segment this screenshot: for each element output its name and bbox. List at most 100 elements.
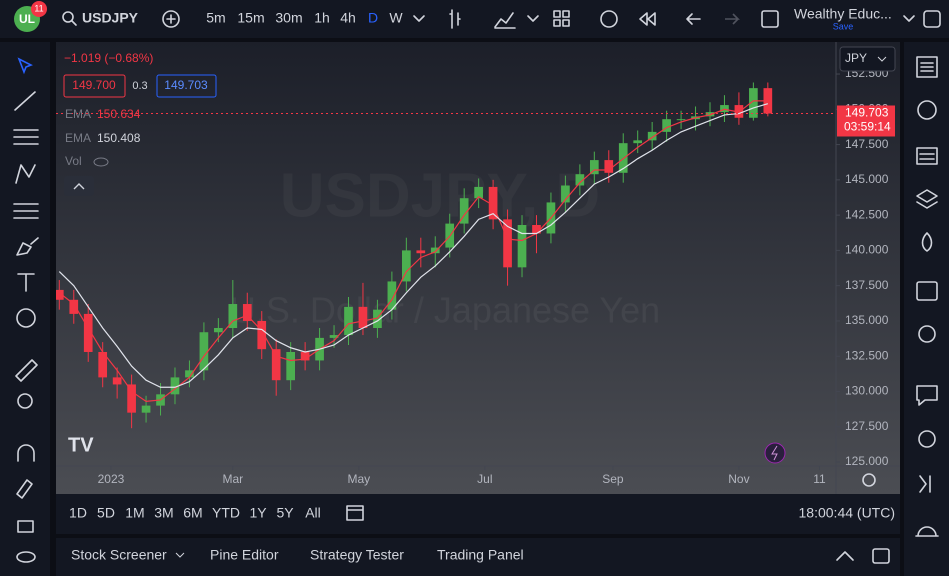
- fullscreen-icon[interactable]: [761, 10, 779, 28]
- y-tick-label: 147.500: [845, 137, 889, 151]
- interval[interactable]: 30m: [275, 10, 302, 26]
- range-button[interactable]: 6M: [183, 505, 202, 521]
- candle-body: [329, 335, 339, 338]
- chat-icon[interactable]: [916, 385, 938, 406]
- undo-icon[interactable]: [686, 13, 701, 25]
- collapse-legend[interactable]: [64, 176, 94, 196]
- range-button[interactable]: 5D: [97, 505, 115, 521]
- add-symbol[interactable]: [162, 10, 180, 28]
- indicator-name[interactable]: EMA: [65, 107, 91, 121]
- account-icon[interactable]: [923, 10, 941, 28]
- candle-body: [488, 186, 498, 220]
- interval-menu[interactable]: [413, 15, 425, 22]
- layers-icon[interactable]: [916, 189, 938, 209]
- lock-tool[interactable]: [17, 520, 34, 533]
- visibility-tool[interactable]: [16, 551, 36, 563]
- symbol[interactable]: USDJPY: [82, 10, 139, 26]
- layout-icon[interactable]: [553, 10, 561, 18]
- calendar-icon[interactable]: [916, 281, 938, 301]
- interval[interactable]: 5m: [206, 10, 225, 26]
- collapse-panel[interactable]: [836, 551, 854, 561]
- candle-body: [112, 377, 122, 385]
- candles-icon[interactable]: [449, 9, 461, 29]
- candle-body: [98, 351, 108, 378]
- currency-button[interactable]: [839, 46, 896, 72]
- hidden-icon[interactable]: [93, 157, 109, 167]
- flash-bolt: [771, 445, 778, 461]
- magnet-tool[interactable]: [17, 444, 35, 462]
- alert-icon[interactable]: [600, 10, 618, 28]
- cursor-tool[interactable]: [17, 57, 33, 75]
- candle-body: [199, 332, 209, 371]
- range-button[interactable]: 3M: [154, 505, 173, 521]
- save-status[interactable]: Save: [833, 21, 854, 31]
- icon-tool[interactable]: [16, 308, 36, 328]
- panel-tab[interactable]: Pine Editor: [210, 547, 279, 563]
- date-range-icon[interactable]: [346, 505, 364, 521]
- replay-icon[interactable]: [639, 12, 656, 26]
- range-button[interactable]: 1D: [69, 505, 87, 521]
- notification-badge: [31, 1, 47, 17]
- maximize-panel[interactable]: [872, 548, 890, 564]
- x-tick-label: May: [347, 472, 370, 486]
- panel-tab[interactable]: Trading Panel: [437, 547, 524, 563]
- range-button[interactable]: YTD: [212, 505, 240, 521]
- candle-body: [373, 309, 382, 329]
- x-tick-label: Jul: [477, 472, 492, 486]
- settings-icon[interactable]: [862, 473, 876, 487]
- candle-body: [69, 299, 79, 314]
- search-icon[interactable]: [62, 11, 74, 23]
- redo-icon[interactable]: [725, 13, 740, 25]
- indicator-name[interactable]: EMA: [65, 131, 91, 145]
- range-button[interactable]: 5Y: [276, 505, 294, 521]
- interval[interactable]: 15m: [237, 10, 264, 26]
- buy-price: 149.703: [164, 78, 208, 92]
- sell-button[interactable]: [63, 74, 126, 98]
- avatar-initials: UL: [19, 12, 35, 26]
- interval[interactable]: 1h: [314, 10, 330, 26]
- hotlist-icon[interactable]: [921, 232, 933, 252]
- pattern-tool[interactable]: [15, 164, 36, 184]
- candle-body: [242, 304, 252, 321]
- alerts-icon[interactable]: [917, 100, 937, 120]
- buy-button[interactable]: [156, 74, 217, 98]
- range-button[interactable]: 1Y: [249, 505, 267, 521]
- panel-tab[interactable]: Stock Screener: [71, 547, 167, 563]
- lock-drawings-tool[interactable]: [16, 479, 33, 499]
- flash-icon[interactable]: [764, 442, 786, 464]
- bottom-panel: [56, 538, 900, 576]
- text-tool[interactable]: [17, 273, 35, 292]
- layout-name[interactable]: Wealthy Educ...: [794, 6, 892, 22]
- tabs: Stock Screener Pine Editor Strategy Tester…: [71, 547, 524, 563]
- candle-body: [532, 225, 541, 234]
- interval[interactable]: D: [368, 10, 378, 26]
- measure-tool[interactable]: [15, 359, 38, 382]
- range-button[interactable]: 1M: [125, 505, 144, 521]
- plot: 125.000 127.500 130.000 132.500 135.000 137.5…: [56, 66, 895, 486]
- range-button[interactable]: All: [305, 505, 321, 521]
- streams-icon[interactable]: [918, 430, 936, 448]
- screener-menu[interactable]: [175, 552, 185, 558]
- zoom-tool[interactable]: [17, 393, 33, 409]
- indicators-icon[interactable]: [494, 12, 516, 29]
- panel-tab[interactable]: Strategy Tester: [310, 547, 404, 563]
- sell-price: 149.700: [72, 78, 116, 92]
- ideas-icon[interactable]: [918, 325, 936, 343]
- fib-tool[interactable]: [13, 129, 39, 145]
- news-icon[interactable]: [916, 147, 938, 165]
- brush-tool[interactable]: [16, 237, 39, 256]
- interval[interactable]: W: [389, 10, 403, 26]
- notifications-icon[interactable]: [915, 526, 939, 537]
- prediction-tool[interactable]: [13, 203, 39, 219]
- candle-body: [575, 174, 585, 186]
- indicator-menu[interactable]: [527, 15, 539, 22]
- watchlist-icon[interactable]: [916, 56, 938, 78]
- interval[interactable]: 4h: [340, 10, 356, 26]
- volume-label[interactable]: Vol: [65, 154, 82, 168]
- layout-menu[interactable]: [903, 15, 915, 22]
- replay-panel-icon[interactable]: [919, 475, 931, 493]
- trend-line-tool[interactable]: [14, 91, 36, 111]
- candle-body: [271, 349, 281, 381]
- currency-menu: [877, 56, 887, 62]
